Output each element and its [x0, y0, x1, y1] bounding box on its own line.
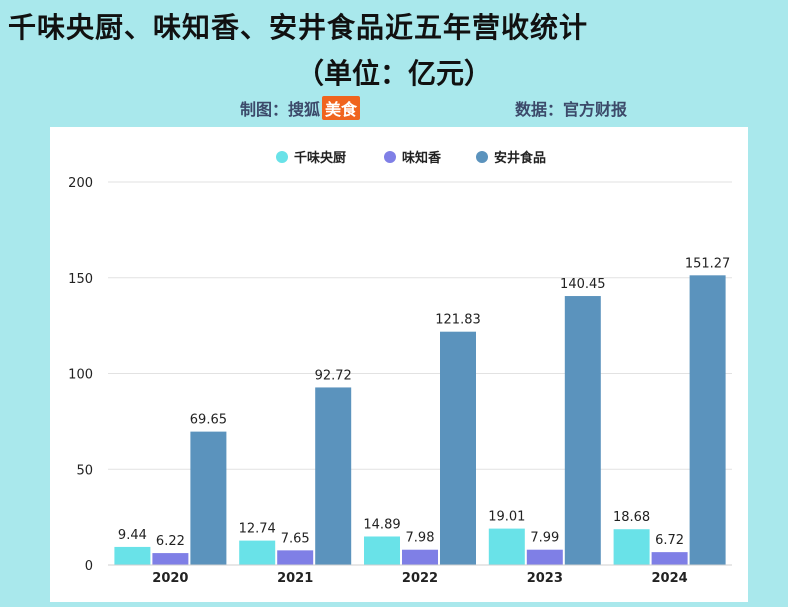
data-label: 7.98	[406, 531, 435, 546]
y-tick-label: 0	[85, 559, 93, 574]
x-tick-label: 2021	[277, 571, 313, 586]
legend-marker	[276, 151, 288, 163]
gridlines	[108, 181, 732, 470]
bar	[114, 546, 151, 565]
data-label: 69.65	[190, 413, 227, 428]
bars	[114, 275, 726, 565]
bar	[239, 540, 276, 565]
data-label: 14.89	[363, 517, 400, 532]
legend-label: 千味央厨	[294, 150, 346, 166]
legend-marker	[476, 151, 488, 163]
data-label: 6.72	[655, 533, 684, 548]
x-tick-label: 2020	[152, 571, 188, 586]
data-label: 140.45	[560, 277, 606, 292]
bar	[689, 275, 726, 565]
y-tick-label: 50	[76, 463, 93, 478]
x-axis: 2020 2021 2022 2023 2024	[108, 564, 732, 586]
data-label: 12.74	[239, 522, 276, 537]
data-label: 9.44	[118, 528, 147, 543]
legend: 千味央厨 味知香 安井食品	[276, 150, 546, 166]
chart-panel: 千味央厨 味知香 安井食品 0 50 100 150 200 9.44 6.22 69.65 12…	[50, 127, 748, 602]
data-label: 151.27	[685, 256, 731, 271]
legend-marker	[384, 151, 396, 163]
data-label: 18.68	[613, 510, 650, 525]
x-tick-label: 2024	[652, 571, 688, 586]
chart-maker-credit: 制图：搜狐 美食	[240, 96, 361, 120]
data-label: 19.01	[488, 510, 525, 525]
bar	[277, 550, 314, 565]
chart-unit-subtitle: （单位：亿元）	[295, 57, 492, 90]
chart-title: 千味央厨、味知香、安井食品近五年营收统计	[8, 11, 589, 44]
bar	[364, 536, 400, 565]
x-tick-label: 2022	[402, 571, 438, 586]
data-label: 121.83	[435, 313, 481, 328]
bar	[152, 553, 189, 565]
y-tick-label: 100	[68, 368, 93, 383]
data-source-credit: 数据：官方财报	[515, 100, 628, 119]
bar	[402, 549, 438, 565]
data-labels: 9.44 6.22 69.65 12.74 7.65 92.72 14.89 7.98 121.…	[118, 256, 730, 549]
data-label: 6.22	[156, 534, 185, 549]
bar	[440, 331, 476, 565]
y-axis: 0 50 100 150 200	[68, 176, 93, 574]
bar-chart: 千味央厨 味知香 安井食品 0 50 100 150 200 9.44 6.22 69.65 12…	[68, 150, 732, 586]
y-tick-label: 150	[68, 272, 93, 287]
bar	[488, 528, 525, 565]
y-tick-label: 200	[68, 176, 93, 191]
data-label: 7.65	[281, 531, 310, 546]
brand-badge: 美食	[322, 96, 361, 120]
bar	[564, 296, 601, 565]
bar	[190, 431, 227, 565]
legend-label: 安井食品	[494, 150, 546, 166]
maker-label: 制图：搜狐	[240, 100, 321, 119]
bar	[651, 552, 688, 565]
data-label: 92.72	[315, 368, 352, 383]
bar	[315, 387, 352, 565]
bar	[526, 549, 563, 565]
legend-label: 味知香	[402, 150, 442, 166]
data-label: 7.99	[530, 531, 559, 546]
bar	[613, 529, 650, 565]
x-tick-label: 2023	[527, 571, 563, 586]
